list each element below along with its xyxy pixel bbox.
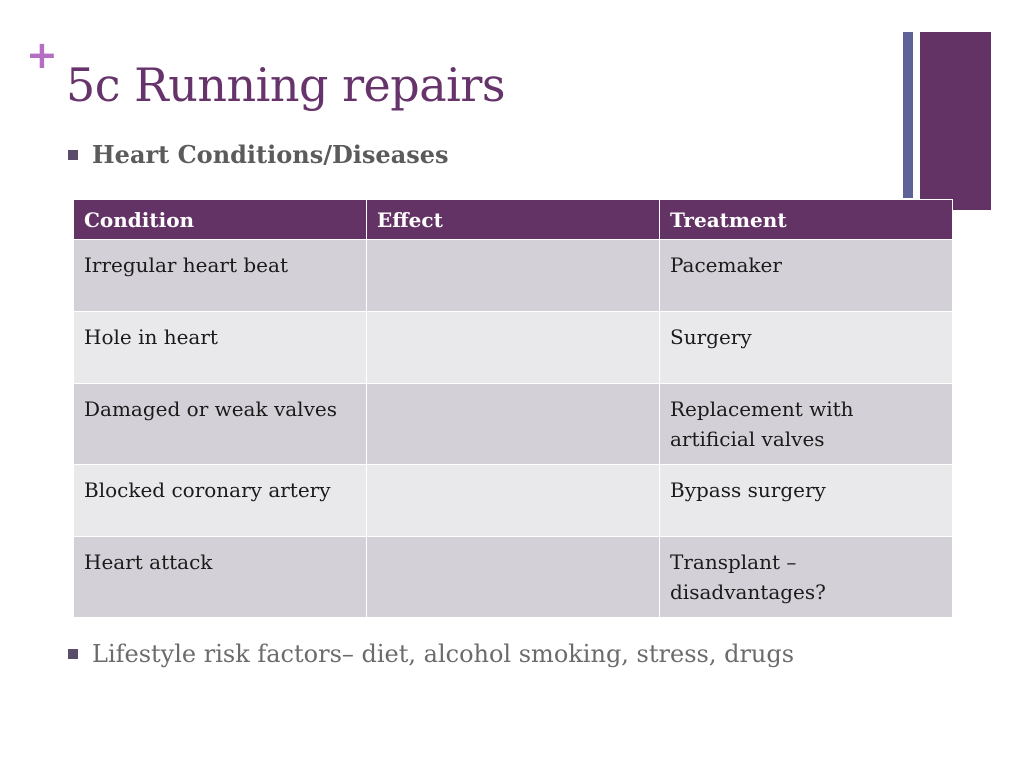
cell-treatment: Pacemaker [659, 239, 953, 312]
table-row: Damaged or weak valves Replacement with … [73, 383, 953, 465]
cell-treatment: Bypass surgery [659, 464, 953, 537]
cell-treatment: Transplant – disadvantages? [659, 536, 953, 618]
accent-bar-thin [903, 32, 913, 198]
header-treatment: Treatment [659, 199, 953, 240]
cell-condition: Irregular heart beat [73, 239, 367, 312]
bullet-lifestyle: Lifestyle risk factors– diet, alcohol sm… [68, 640, 794, 668]
cell-condition: Blocked coronary artery [73, 464, 367, 537]
slide-title: 5c Running repairs [66, 58, 505, 112]
cell-effect [366, 383, 660, 465]
header-effect: Effect [366, 199, 660, 240]
bullet-text: Heart Conditions/Diseases [92, 140, 449, 169]
plus-icon: + [26, 33, 58, 77]
cell-condition: Heart attack [73, 536, 367, 618]
table-row: Heart attack Transplant – disadvantages? [73, 536, 953, 618]
table-row: Blocked coronary artery Bypass surgery [73, 464, 953, 537]
bullet-square-icon [68, 649, 78, 659]
cell-condition: Damaged or weak valves [73, 383, 367, 465]
table-row: Hole in heart Surgery [73, 311, 953, 384]
table-row: Irregular heart beat Pacemaker [73, 239, 953, 312]
cell-effect [366, 239, 660, 312]
accent-bar-block [920, 32, 991, 210]
cell-effect [366, 311, 660, 384]
table-header-row: Condition Effect Treatment [73, 199, 953, 240]
cell-condition: Hole in heart [73, 311, 367, 384]
cell-effect [366, 536, 660, 618]
header-condition: Condition [73, 199, 367, 240]
bullet-heart-conditions: Heart Conditions/Diseases [68, 140, 449, 169]
bullet-square-icon [68, 149, 78, 160]
conditions-table: Condition Effect Treatment Irregular hea… [73, 199, 953, 618]
cell-treatment: Surgery [659, 311, 953, 384]
cell-treatment: Replacement with artificial valves [659, 383, 953, 465]
cell-effect [366, 464, 660, 537]
bullet-text: Lifestyle risk factors– diet, alcohol sm… [92, 640, 795, 668]
